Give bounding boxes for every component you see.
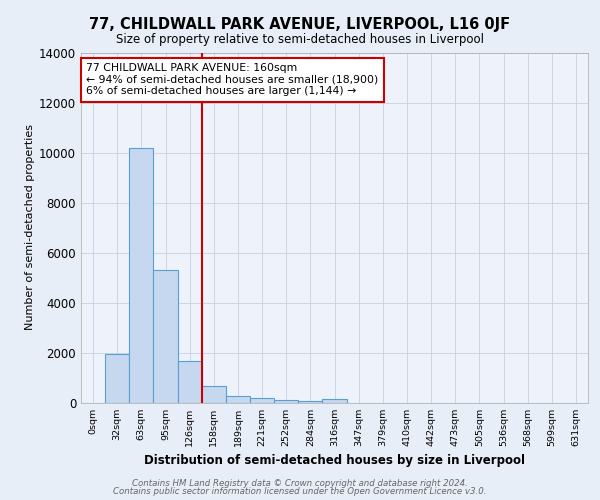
Text: Size of property relative to semi-detached houses in Liverpool: Size of property relative to semi-detach… <box>116 32 484 46</box>
Bar <box>274 400 298 402</box>
Bar <box>226 396 250 402</box>
Bar <box>154 270 178 402</box>
Bar <box>250 398 274 402</box>
Bar <box>178 361 202 403</box>
Bar <box>105 354 129 403</box>
Bar <box>322 399 347 402</box>
Text: Contains public sector information licensed under the Open Government Licence v3: Contains public sector information licen… <box>113 487 487 496</box>
Bar <box>202 386 226 402</box>
Bar <box>129 148 154 402</box>
Bar <box>298 401 322 402</box>
Text: 77, CHILDWALL PARK AVENUE, LIVERPOOL, L16 0JF: 77, CHILDWALL PARK AVENUE, LIVERPOOL, L1… <box>89 18 511 32</box>
Text: Contains HM Land Registry data © Crown copyright and database right 2024.: Contains HM Land Registry data © Crown c… <box>132 478 468 488</box>
Text: 77 CHILDWALL PARK AVENUE: 160sqm
← 94% of semi-detached houses are smaller (18,9: 77 CHILDWALL PARK AVENUE: 160sqm ← 94% o… <box>86 63 379 96</box>
Y-axis label: Number of semi-detached properties: Number of semi-detached properties <box>25 124 35 330</box>
X-axis label: Distribution of semi-detached houses by size in Liverpool: Distribution of semi-detached houses by … <box>144 454 525 467</box>
